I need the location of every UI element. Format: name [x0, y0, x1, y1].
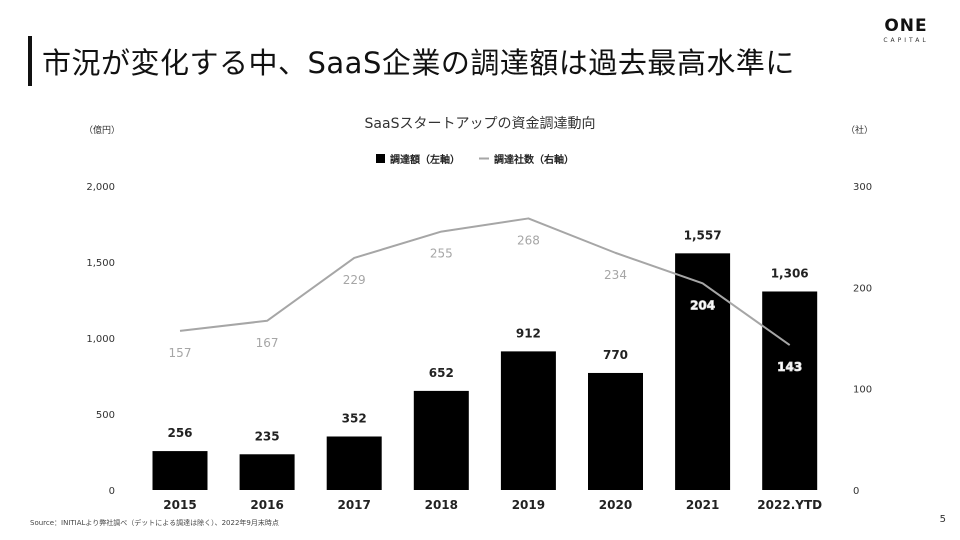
bar-label-2016: 235	[255, 429, 280, 443]
bar-label-2021: 1,557	[684, 228, 722, 242]
line-label-2021: 204	[690, 298, 715, 312]
y-left-tick: 2,000	[86, 182, 115, 193]
bar-2018	[413, 390, 469, 490]
y-left-unit: （億円）	[84, 124, 120, 136]
line-label-2020: 234	[604, 268, 627, 282]
y-right-tick: 100	[853, 385, 872, 396]
slide-title: 市況が変化する中、SaaS企業の調達額は過去最高水準に	[42, 46, 795, 80]
line-label-2019: 268	[517, 233, 540, 247]
y-right-unit: （社）	[846, 124, 873, 136]
legend-bar-label: 調達額（左軸）	[390, 153, 460, 166]
logo-wordmark: ONE	[884, 16, 928, 36]
x-tick-2022.YTD: 2022.YTD	[757, 498, 822, 512]
chart-title: SaaSスタートアップの資金調達動向	[365, 116, 596, 132]
x-tick-2020: 2020	[599, 498, 632, 512]
y-right-tick: 200	[853, 283, 872, 294]
bar-2017	[326, 436, 382, 490]
x-tick-2018: 2018	[425, 498, 458, 512]
line-label-2017: 229	[343, 273, 366, 287]
x-tick-2019: 2019	[512, 498, 545, 512]
one-capital-logo: ONE CAPITAL	[874, 16, 938, 44]
legend-bar-swatch	[376, 154, 385, 163]
line-label-2015: 157	[169, 346, 192, 360]
line-label-2016: 167	[256, 336, 279, 350]
bar-label-2017: 352	[342, 411, 367, 425]
y-left-tick: 1,500	[86, 258, 115, 269]
x-tick-2017: 2017	[337, 498, 370, 512]
logo-subtitle: CAPITAL	[883, 37, 929, 44]
bar-2019	[500, 351, 556, 490]
x-tick-2021: 2021	[686, 498, 719, 512]
line-company-count	[179, 217, 791, 346]
bar-2015	[152, 451, 208, 490]
source-note: Source：INITIALより弊社調べ（デットによる調達は除く）、2022年9…	[30, 519, 279, 527]
bar-2020	[588, 372, 643, 490]
y-left-tick: 0	[109, 486, 115, 497]
bar-label-2018: 652	[429, 366, 454, 380]
line-label-2018: 255	[430, 247, 453, 261]
bar-label-2015: 256	[167, 426, 192, 440]
y-left-tick: 500	[96, 410, 115, 421]
y-right-tick: 300	[853, 182, 872, 193]
bar-label-2019: 912	[516, 326, 541, 340]
page-number: 5	[939, 514, 946, 525]
bar-2022.YTD	[762, 291, 818, 490]
legend-line-label: 調達社数（右軸）	[494, 153, 574, 166]
y-left-tick: 1,000	[86, 334, 115, 345]
x-tick-2015: 2015	[163, 498, 196, 512]
bar-2016	[239, 454, 295, 490]
x-tick-2016: 2016	[250, 498, 283, 512]
title-accent-bar	[28, 36, 32, 86]
bar-label-2022.YTD: 1,306	[771, 266, 809, 280]
bar-2021	[675, 253, 731, 490]
y-right-tick: 0	[853, 486, 859, 497]
line-label-2022.YTD: 143	[777, 360, 802, 374]
bar-label-2020: 770	[603, 348, 628, 362]
